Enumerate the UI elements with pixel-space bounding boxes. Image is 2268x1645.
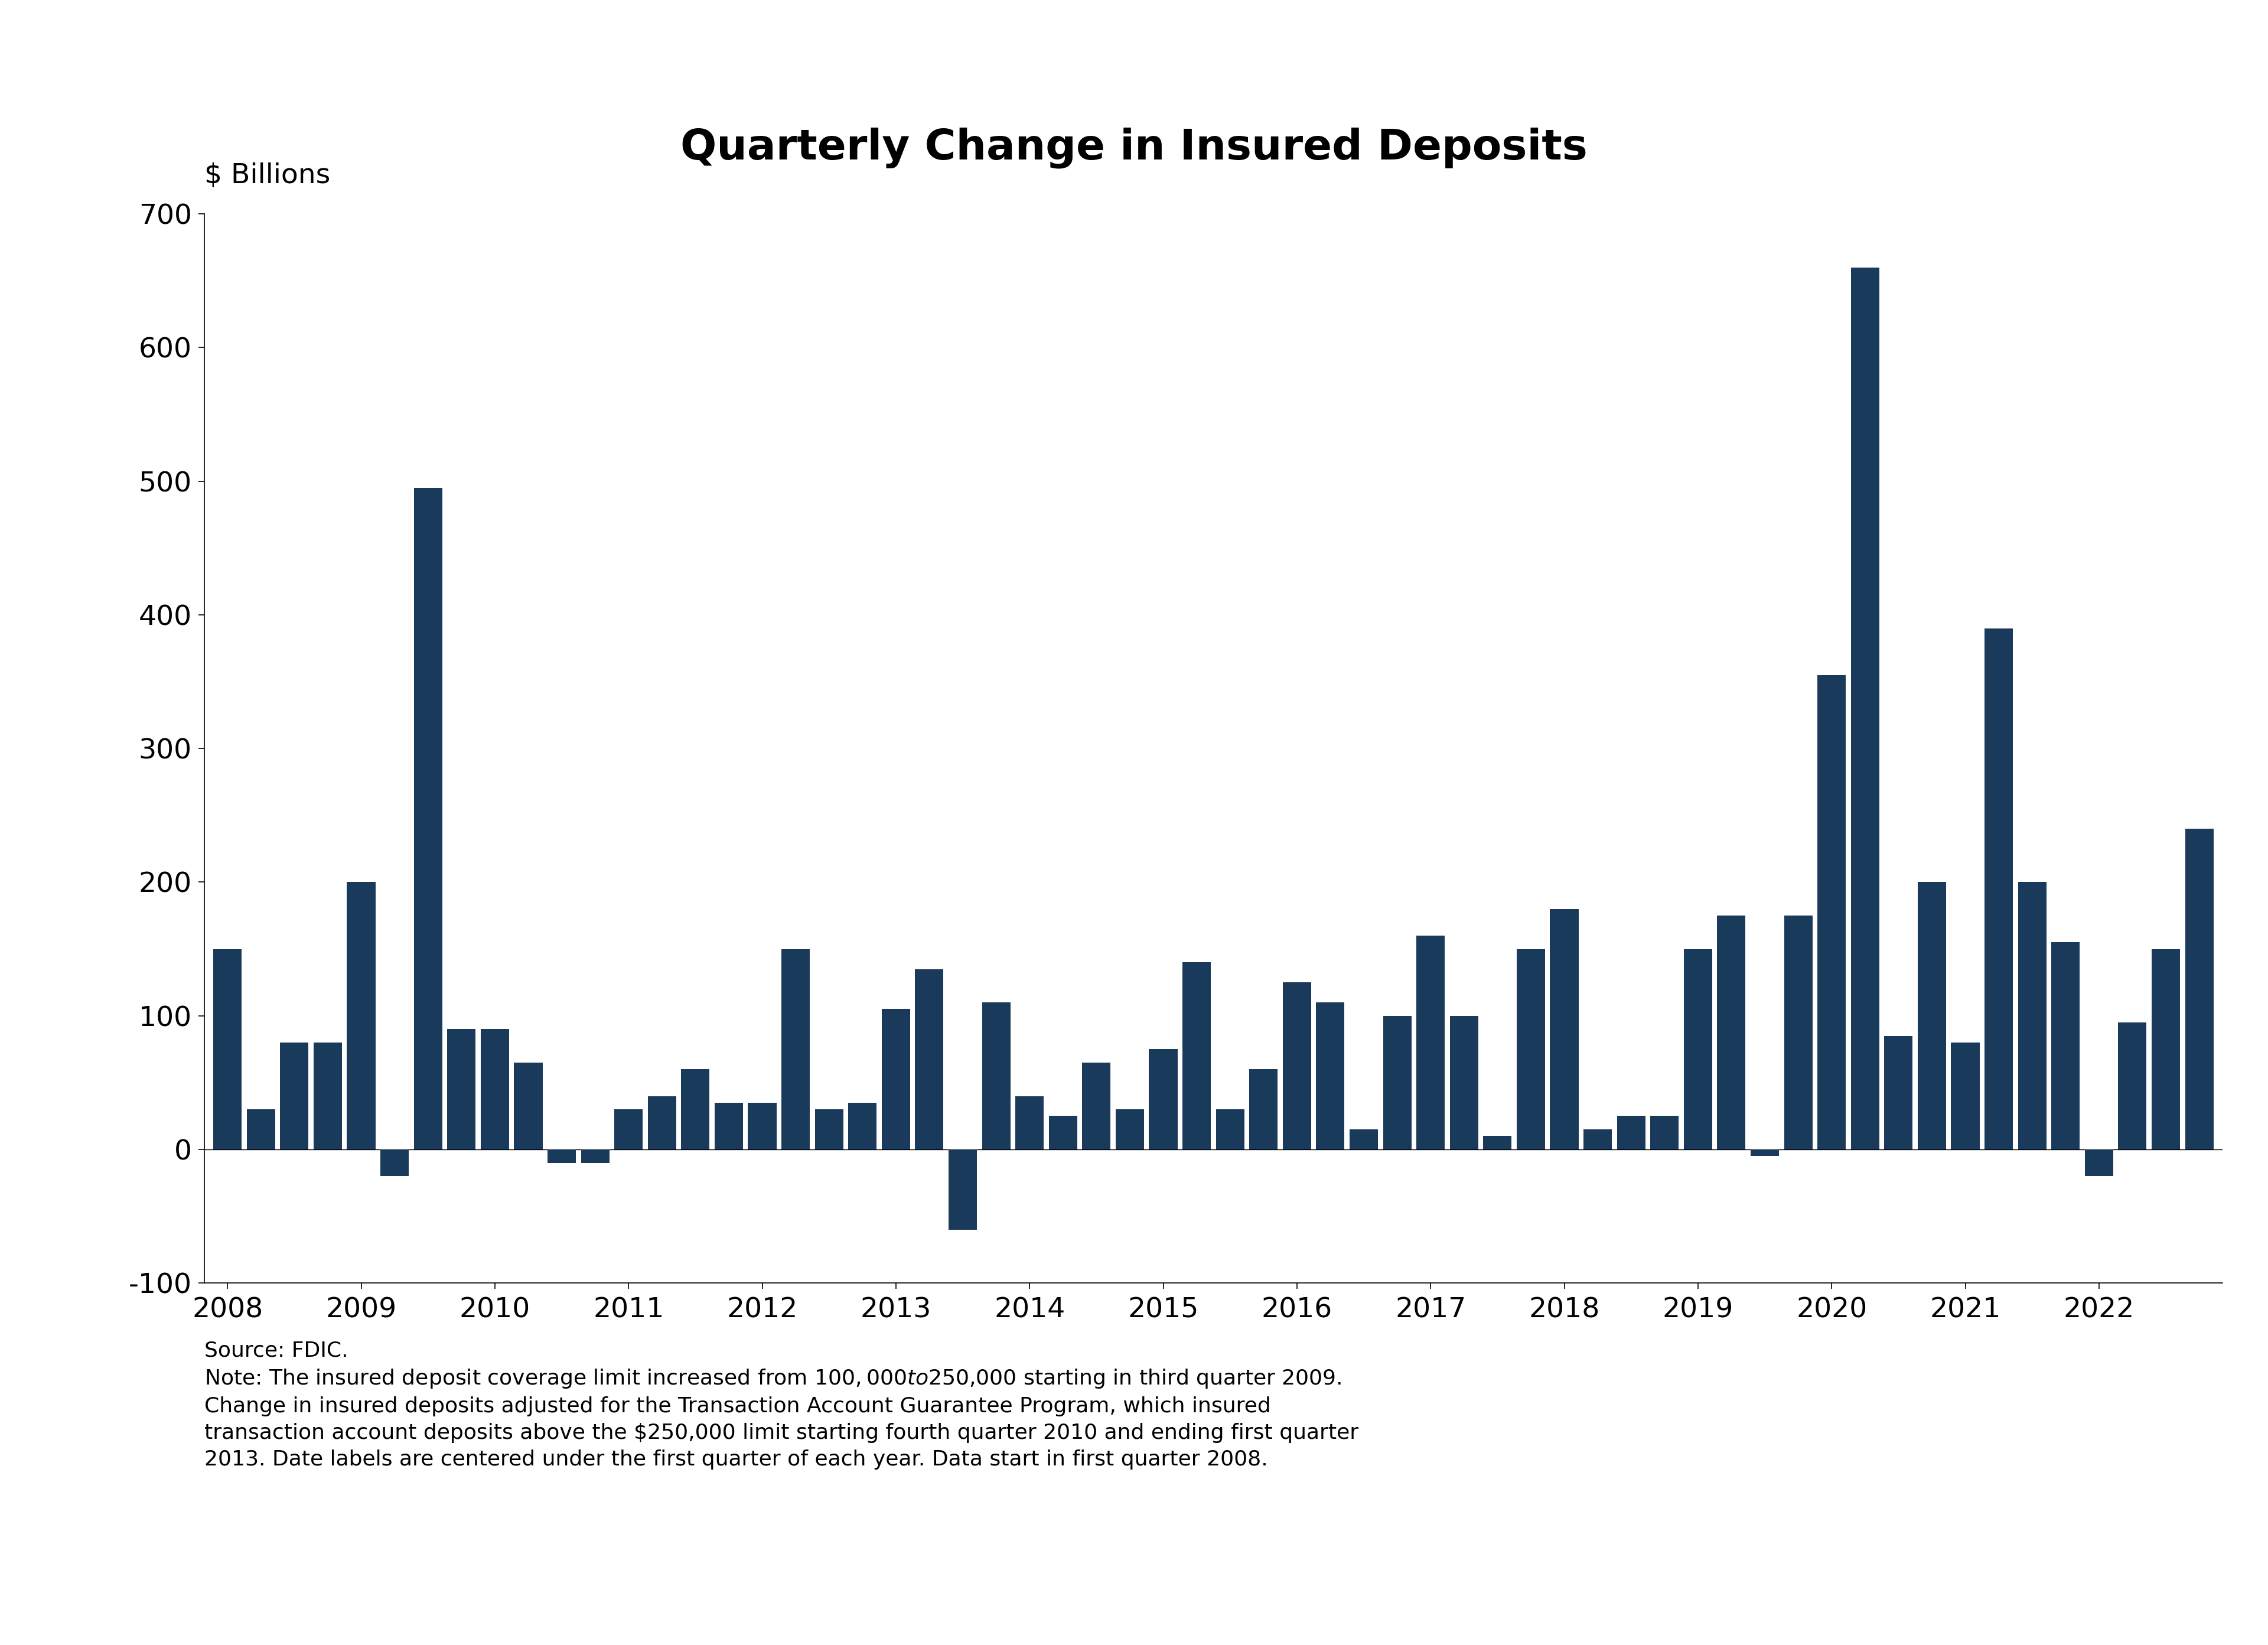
Text: Source: FDIC.
Note: The insured deposit coverage limit increased from $100,000 t: Source: FDIC. Note: The insured deposit … [204,1341,1359,1469]
Bar [1483,1137,1513,1150]
Bar [581,1150,610,1163]
Bar [1617,1115,1644,1150]
Bar [1919,882,1946,1150]
Bar [547,1150,576,1163]
Bar [914,969,943,1150]
Bar [1517,949,1545,1150]
Bar [1349,1130,1379,1150]
Bar [1950,1043,1980,1150]
Bar [2019,882,2046,1150]
Bar [1984,628,2014,1150]
Bar [714,1102,744,1150]
Bar [1583,1130,1613,1150]
Bar [1150,1050,1177,1150]
Bar [1885,1036,1912,1150]
Bar [1284,982,1311,1150]
Bar [680,1069,710,1150]
Bar [649,1096,676,1150]
Bar [2184,829,2214,1150]
Bar [1082,1063,1111,1150]
Bar [413,489,442,1150]
Bar [2118,1023,2146,1150]
Bar [515,1063,542,1150]
Bar [313,1043,342,1150]
Bar [213,949,243,1150]
Bar [347,882,376,1150]
Bar [948,1150,978,1229]
Bar [782,949,810,1150]
Bar [247,1109,274,1150]
Bar [1751,1150,1778,1156]
Bar [1817,674,1846,1150]
Bar [1315,1002,1345,1150]
Bar [982,1002,1009,1150]
Bar [1549,908,1579,1150]
Text: Quarterly Change in Insured Deposits: Quarterly Change in Insured Deposits [680,128,1588,168]
Bar [748,1102,776,1150]
Bar [1785,916,1812,1150]
Bar [2152,949,2180,1150]
Bar [1383,1015,1411,1150]
Bar [2050,943,2080,1150]
Bar [814,1109,844,1150]
Bar [447,1030,476,1150]
Bar [381,1150,408,1176]
Bar [882,1008,909,1150]
Bar [281,1043,308,1150]
Bar [1048,1115,1077,1150]
Bar [615,1109,642,1150]
Bar [1851,266,1880,1150]
Bar [2084,1150,2114,1176]
Bar [1116,1109,1143,1150]
Bar [1449,1015,1479,1150]
Bar [1651,1115,1678,1150]
Bar [1683,949,1712,1150]
Bar [848,1102,878,1150]
Bar [1250,1069,1277,1150]
Bar [1216,1109,1245,1150]
Bar [1016,1096,1043,1150]
Bar [481,1030,508,1150]
Text: $ Billions: $ Billions [204,163,331,189]
Bar [1418,936,1445,1150]
Bar [1717,916,1746,1150]
Bar [1182,962,1211,1150]
